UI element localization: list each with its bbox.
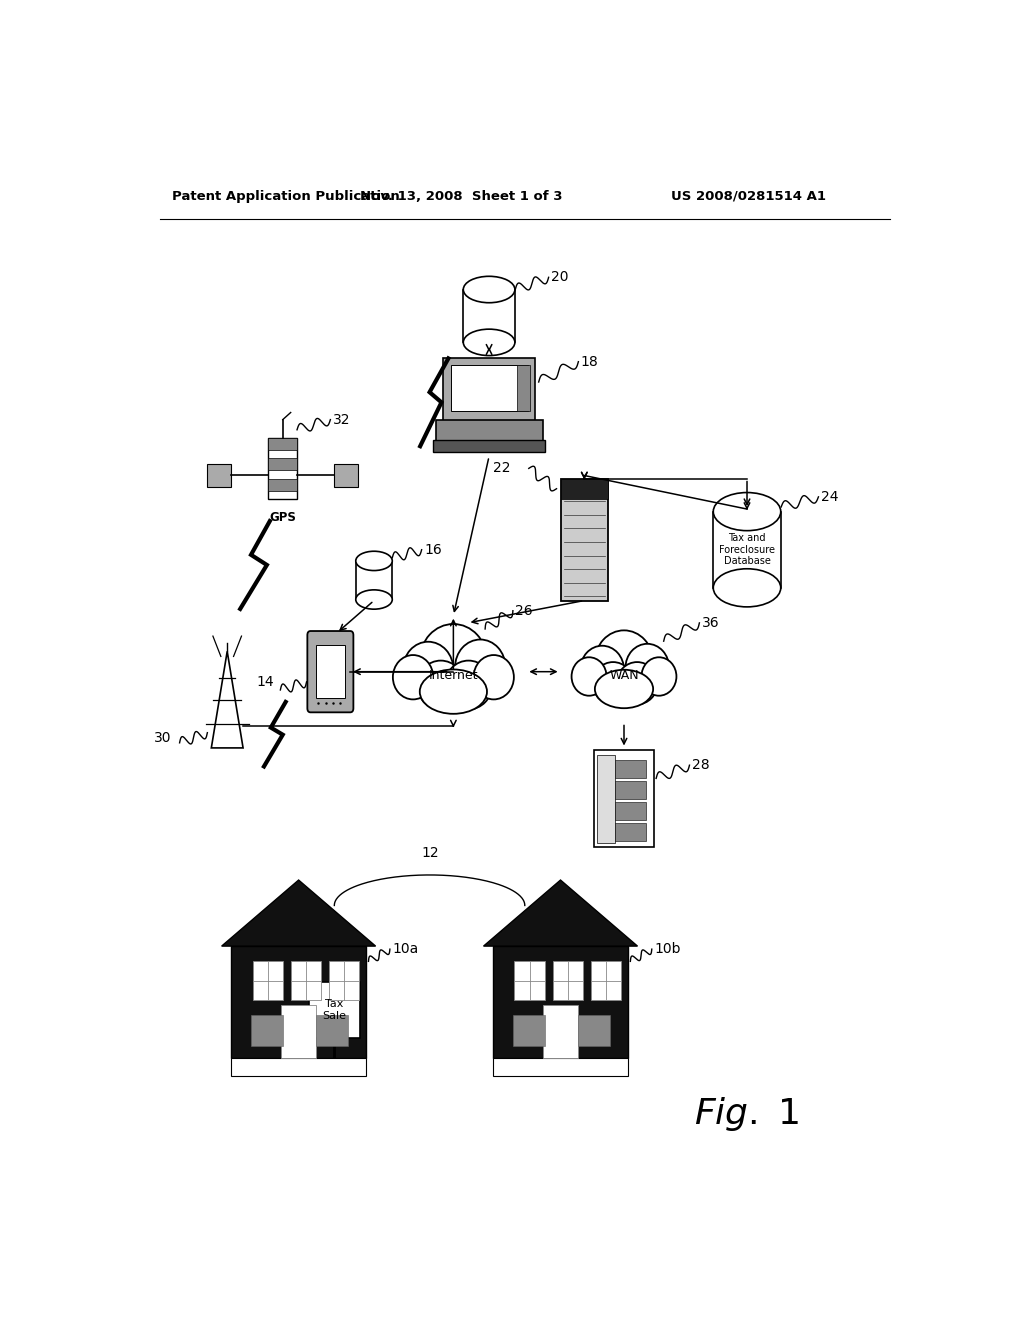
FancyBboxPatch shape [591,961,621,1001]
FancyBboxPatch shape [307,631,353,713]
Text: 12: 12 [422,846,439,859]
Ellipse shape [593,663,634,705]
FancyBboxPatch shape [560,479,608,601]
Ellipse shape [714,569,780,607]
Text: 24: 24 [821,490,839,504]
FancyBboxPatch shape [560,479,608,499]
FancyBboxPatch shape [207,465,231,487]
Text: 28: 28 [692,758,710,772]
Ellipse shape [420,624,487,697]
FancyBboxPatch shape [443,358,535,422]
Ellipse shape [455,639,506,694]
Text: Patent Application Publication: Patent Application Publication [172,190,399,202]
Text: WAN: WAN [609,669,639,682]
FancyBboxPatch shape [517,366,530,412]
FancyBboxPatch shape [615,759,646,777]
FancyBboxPatch shape [268,458,297,470]
FancyBboxPatch shape [334,465,358,487]
FancyBboxPatch shape [291,961,321,1001]
Text: 10b: 10b [654,942,681,956]
Text: 18: 18 [581,355,598,368]
Text: GPS: GPS [269,511,296,524]
Text: Internet: Internet [429,669,478,682]
Text: Nov. 13, 2008  Sheet 1 of 3: Nov. 13, 2008 Sheet 1 of 3 [360,190,562,202]
FancyBboxPatch shape [514,961,545,1001]
FancyBboxPatch shape [355,561,392,599]
Ellipse shape [571,657,606,696]
Text: 20: 20 [551,271,568,284]
FancyBboxPatch shape [594,751,653,847]
Ellipse shape [393,655,433,700]
Ellipse shape [626,644,669,692]
FancyBboxPatch shape [597,755,615,843]
Ellipse shape [473,655,514,700]
Ellipse shape [595,669,653,709]
Text: US 2008/0281514 A1: US 2008/0281514 A1 [672,190,826,202]
Ellipse shape [595,631,653,694]
FancyBboxPatch shape [494,1057,628,1076]
Text: 16: 16 [424,543,441,557]
FancyBboxPatch shape [268,438,297,499]
Text: 32: 32 [333,413,350,426]
FancyBboxPatch shape [231,946,367,1057]
FancyBboxPatch shape [433,440,545,453]
FancyBboxPatch shape [268,438,297,450]
Text: 36: 36 [701,616,720,630]
FancyBboxPatch shape [282,1005,316,1057]
Text: 14: 14 [257,675,274,689]
Ellipse shape [445,660,492,709]
FancyBboxPatch shape [268,479,297,491]
Ellipse shape [355,590,392,609]
Ellipse shape [616,663,657,705]
FancyBboxPatch shape [714,512,780,587]
Ellipse shape [403,642,454,697]
Text: 22: 22 [493,462,511,475]
FancyBboxPatch shape [553,961,583,1001]
Ellipse shape [420,669,487,714]
Ellipse shape [417,660,464,709]
Ellipse shape [581,645,624,694]
FancyBboxPatch shape [451,366,527,412]
FancyBboxPatch shape [463,289,515,342]
FancyBboxPatch shape [231,1057,367,1076]
Ellipse shape [355,552,392,570]
FancyBboxPatch shape [615,822,646,841]
FancyBboxPatch shape [615,801,646,820]
Text: $\mathit{Fig.\ 1}$: $\mathit{Fig.\ 1}$ [694,1094,800,1133]
Text: 26: 26 [515,603,532,618]
FancyBboxPatch shape [513,1015,545,1045]
Text: Tax and
Foreclosure
Database: Tax and Foreclosure Database [719,533,775,566]
FancyBboxPatch shape [543,1005,578,1057]
FancyBboxPatch shape [316,645,345,698]
Ellipse shape [463,329,515,355]
Ellipse shape [463,276,515,302]
FancyBboxPatch shape [251,1015,283,1045]
FancyBboxPatch shape [615,780,646,799]
FancyBboxPatch shape [309,982,359,1038]
FancyBboxPatch shape [253,961,283,1001]
Text: 30: 30 [155,731,172,744]
FancyBboxPatch shape [435,420,543,442]
Polygon shape [221,880,376,946]
Text: 10a: 10a [392,942,419,956]
Ellipse shape [714,492,780,531]
FancyBboxPatch shape [578,1015,609,1045]
FancyBboxPatch shape [329,961,359,1001]
FancyBboxPatch shape [316,1015,348,1045]
Ellipse shape [641,657,677,696]
FancyBboxPatch shape [494,946,628,1057]
Text: Tax
Sale: Tax Sale [323,999,346,1020]
Polygon shape [483,880,638,946]
